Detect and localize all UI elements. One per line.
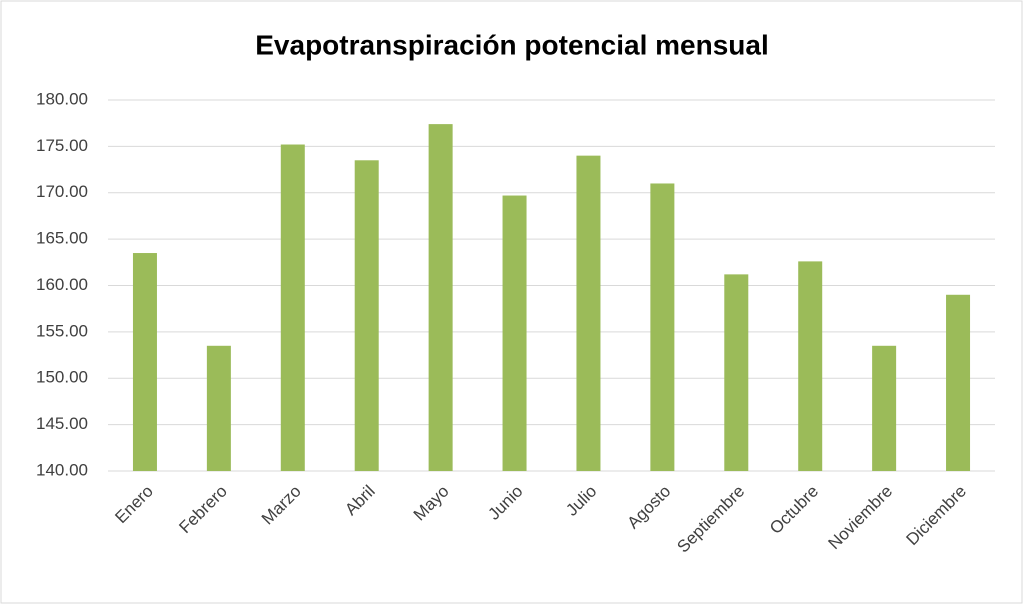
y-tick-label: 140.00 [36, 460, 88, 479]
bar [206, 345, 231, 471]
bar [872, 345, 897, 471]
y-tick-label: 170.00 [36, 182, 88, 201]
y-tick-label: 180.00 [36, 89, 88, 108]
bar [132, 253, 157, 471]
bar [576, 155, 601, 471]
bar [724, 274, 749, 471]
y-tick-label: 165.00 [36, 229, 88, 248]
bar [798, 261, 823, 471]
bar [280, 144, 305, 471]
bar [502, 195, 527, 471]
bar [354, 160, 379, 471]
bar [428, 124, 453, 472]
bar [650, 183, 675, 471]
y-tick-label: 155.00 [36, 321, 88, 340]
y-tick-label: 145.00 [36, 414, 88, 433]
y-tick-label: 160.00 [36, 275, 88, 294]
bar [946, 294, 971, 471]
y-tick-label: 175.00 [36, 136, 88, 155]
y-tick-label: 150.00 [36, 368, 88, 387]
chart-title: Evapotranspiración potencial mensual [255, 29, 768, 60]
